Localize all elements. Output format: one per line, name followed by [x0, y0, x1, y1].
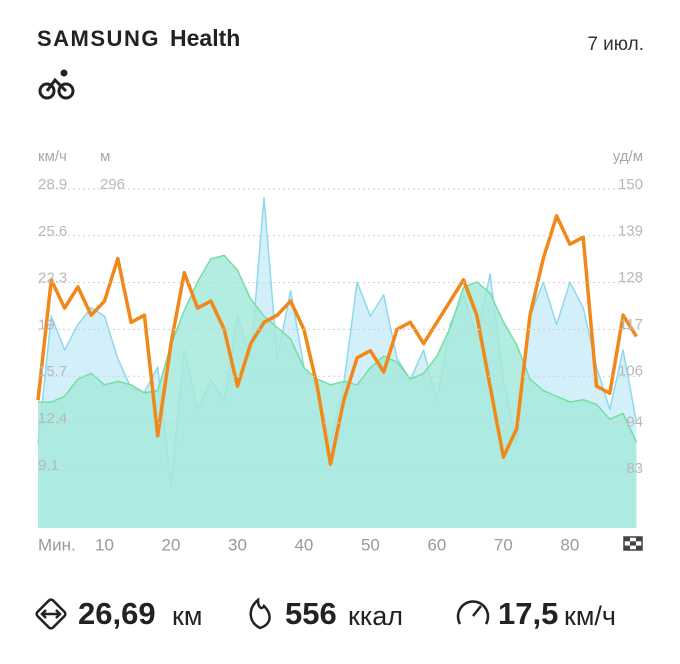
x-tick-label: 20	[162, 535, 181, 554]
y-tick-label: 9.1	[38, 457, 59, 474]
y-tick-label: 28.9	[38, 176, 67, 193]
app-name: Health	[170, 25, 240, 51]
stat-value: 17,5	[498, 596, 558, 631]
x-tick-label: 30	[228, 535, 247, 554]
finish-flag	[623, 536, 643, 551]
stat-unit: ккал	[348, 601, 403, 631]
y2-tick-label: 139	[618, 223, 643, 240]
y2-tick-label: 83	[626, 460, 643, 477]
calorie-icon	[249, 597, 271, 630]
stat-value: 556	[285, 596, 337, 631]
x-tick-label: 80	[560, 535, 579, 554]
bike-icon	[38, 69, 75, 100]
x-tick-label: 50	[361, 535, 380, 554]
y-tick-label: 15.7	[38, 363, 67, 380]
x-tick-label: 40	[294, 535, 313, 554]
brand: SAMSUNG	[37, 26, 160, 51]
stat-unit: км	[172, 601, 202, 631]
series-line	[36, 214, 638, 466]
y-unit: км/ч	[38, 148, 67, 165]
y-tick-label: 19	[38, 316, 55, 333]
x-tick-label: 60	[427, 535, 446, 554]
stat-value: 26,69	[78, 596, 156, 631]
y2-tick-label: 150	[618, 176, 643, 193]
y3-tick-label: 296	[100, 176, 125, 193]
y2-tick-label: 106	[618, 362, 643, 379]
x-tick-label: 70	[494, 535, 513, 554]
distance-icon	[35, 598, 67, 630]
x-label: Мин.	[38, 535, 76, 554]
y-tick-label: 25.6	[38, 223, 67, 240]
y2-tick-label: 94	[626, 413, 643, 430]
area	[38, 255, 637, 528]
y2-tick-label: 128	[618, 269, 643, 286]
speed-icon	[456, 600, 490, 625]
y2-tick-label: 117	[619, 316, 643, 333]
y-tick-label: 22.3	[38, 270, 67, 287]
y2-unit: уд/м	[613, 148, 643, 165]
date: 7 июл.	[587, 34, 644, 55]
plot	[36, 196, 638, 528]
x-tick-label: 10	[95, 535, 114, 554]
series-line	[38, 254, 638, 443]
y3-unit: м	[100, 148, 110, 165]
stat-unit: км/ч	[564, 601, 616, 631]
y-tick-label: 12.4	[38, 410, 67, 427]
